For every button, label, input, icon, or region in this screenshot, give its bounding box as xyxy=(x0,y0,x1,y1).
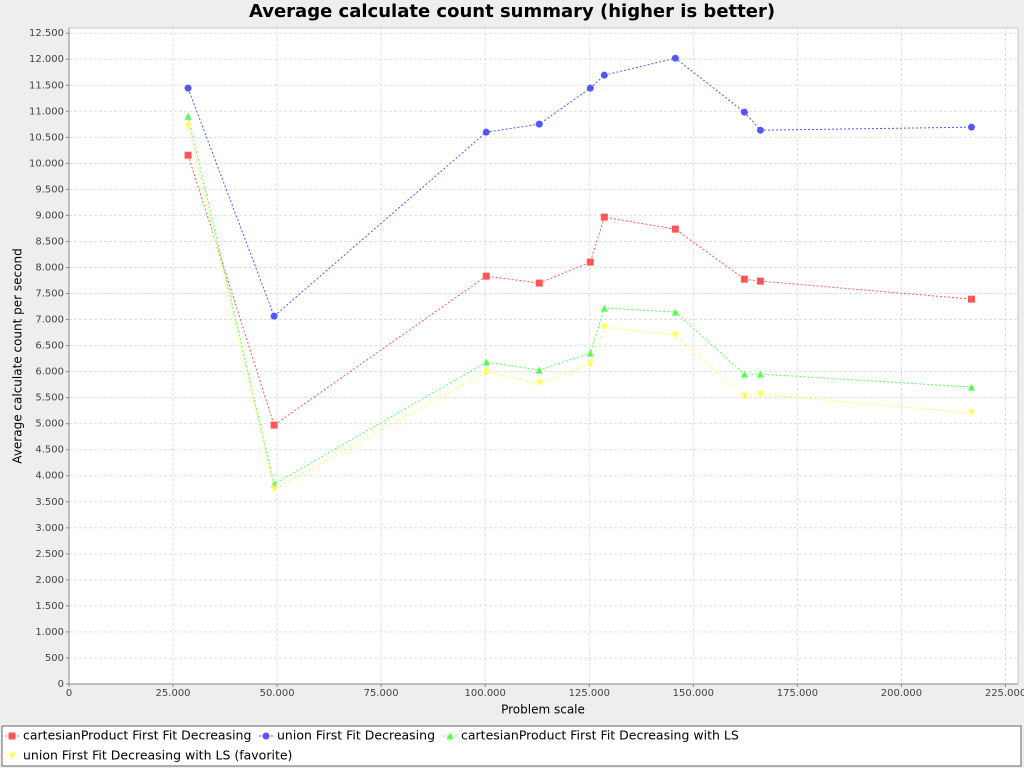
y-tick-label: 10.000 xyxy=(29,158,64,169)
y-tick-label: 2.000 xyxy=(35,575,64,586)
marker xyxy=(482,272,490,280)
marker xyxy=(482,358,490,366)
marker xyxy=(756,390,764,398)
x-tick-label: 100.000 xyxy=(465,688,506,699)
marker xyxy=(270,312,278,320)
legend-text: cartesianProduct First Fit Decreasing wi… xyxy=(461,728,739,743)
marker xyxy=(600,213,608,221)
marker xyxy=(535,279,543,287)
y-tick-label: 2.500 xyxy=(35,549,64,560)
y-tick-label: 8.500 xyxy=(35,236,64,247)
y-tick-label: 5.000 xyxy=(35,419,64,430)
y-axis-label: Average calculate count per second xyxy=(11,248,25,463)
marker xyxy=(600,304,608,312)
legend-marker xyxy=(8,732,16,740)
marker xyxy=(967,383,975,391)
y-tick-label: 7.500 xyxy=(35,289,64,300)
marker xyxy=(740,392,748,400)
marker xyxy=(586,349,594,357)
y-tick-label: 7.000 xyxy=(35,315,64,326)
marker xyxy=(270,421,278,429)
series-line xyxy=(187,155,972,426)
x-tick-label: 75.000 xyxy=(364,688,399,699)
marker xyxy=(967,295,975,303)
legend-text: union First Fit Decreasing xyxy=(277,728,435,743)
y-tick-label: 1.500 xyxy=(35,601,64,612)
y-tick-label: 9.000 xyxy=(35,210,64,221)
marker xyxy=(600,71,608,79)
marker xyxy=(535,120,543,128)
y-tick-label: 4.500 xyxy=(35,445,64,456)
y-tick-label: 6.000 xyxy=(35,367,64,378)
y-tick-label: 5.500 xyxy=(35,393,64,404)
y-tick-label: 9.500 xyxy=(35,184,64,195)
y-tick-label: 0 xyxy=(58,679,64,690)
marker xyxy=(967,123,975,131)
legend-text: cartesianProduct First Fit Decreasing xyxy=(23,728,251,743)
marker xyxy=(671,331,679,339)
x-tick-label: 175.000 xyxy=(777,688,818,699)
chart-title: Average calculate count summary (higher … xyxy=(249,1,775,22)
series-line xyxy=(187,116,972,485)
x-tick-label: 225.000 xyxy=(985,688,1024,699)
marker xyxy=(184,122,192,130)
legend-box xyxy=(1,725,1022,767)
y-tick-label: 3.000 xyxy=(35,523,64,534)
marker xyxy=(756,277,764,285)
marker xyxy=(482,368,490,376)
marker xyxy=(586,258,594,266)
y-tick-label: 3.500 xyxy=(35,497,64,508)
marker xyxy=(740,370,748,378)
legend-marker xyxy=(262,732,270,740)
legend-marker xyxy=(8,752,16,760)
y-tick-label: 500 xyxy=(45,653,64,664)
y-tick-label: 12.000 xyxy=(29,54,64,65)
marker xyxy=(482,128,490,136)
y-tick-label: 6.500 xyxy=(35,341,64,352)
x-tick-label: 125.000 xyxy=(569,688,610,699)
y-tick-label: 12.500 xyxy=(29,28,64,39)
y-tick-label: 1.000 xyxy=(35,627,64,638)
series-line xyxy=(187,57,972,317)
y-tick-label: 11.000 xyxy=(29,106,64,117)
x-tick-label: 0 xyxy=(66,688,72,699)
y-tick-label: 4.000 xyxy=(35,471,64,482)
marker xyxy=(671,54,679,62)
y-tick-label: 8.000 xyxy=(35,262,64,273)
marker xyxy=(535,379,543,387)
marker xyxy=(740,108,748,116)
marker xyxy=(671,308,679,316)
marker xyxy=(967,409,975,417)
marker xyxy=(740,275,748,283)
marker xyxy=(270,485,278,493)
marker xyxy=(184,151,192,159)
x-axis-label: Problem scale xyxy=(501,703,585,717)
x-tick-label: 200.000 xyxy=(881,688,922,699)
marker xyxy=(756,126,764,134)
x-tick-label: 150.000 xyxy=(673,688,714,699)
x-tick-label: 50.000 xyxy=(260,688,295,699)
marker xyxy=(184,112,192,120)
marker xyxy=(600,323,608,331)
marker xyxy=(184,84,192,92)
legend-marker xyxy=(446,732,454,740)
marker xyxy=(586,360,594,368)
marker xyxy=(586,84,594,92)
y-tick-label: 11.500 xyxy=(29,80,64,91)
plot-area xyxy=(68,27,1019,685)
x-tick-label: 25.000 xyxy=(156,688,191,699)
marker xyxy=(671,225,679,233)
marker xyxy=(535,366,543,374)
legend-text: union First Fit Decreasing with LS (favo… xyxy=(23,748,292,763)
marker xyxy=(756,370,764,378)
y-tick-label: 10.500 xyxy=(29,132,64,143)
